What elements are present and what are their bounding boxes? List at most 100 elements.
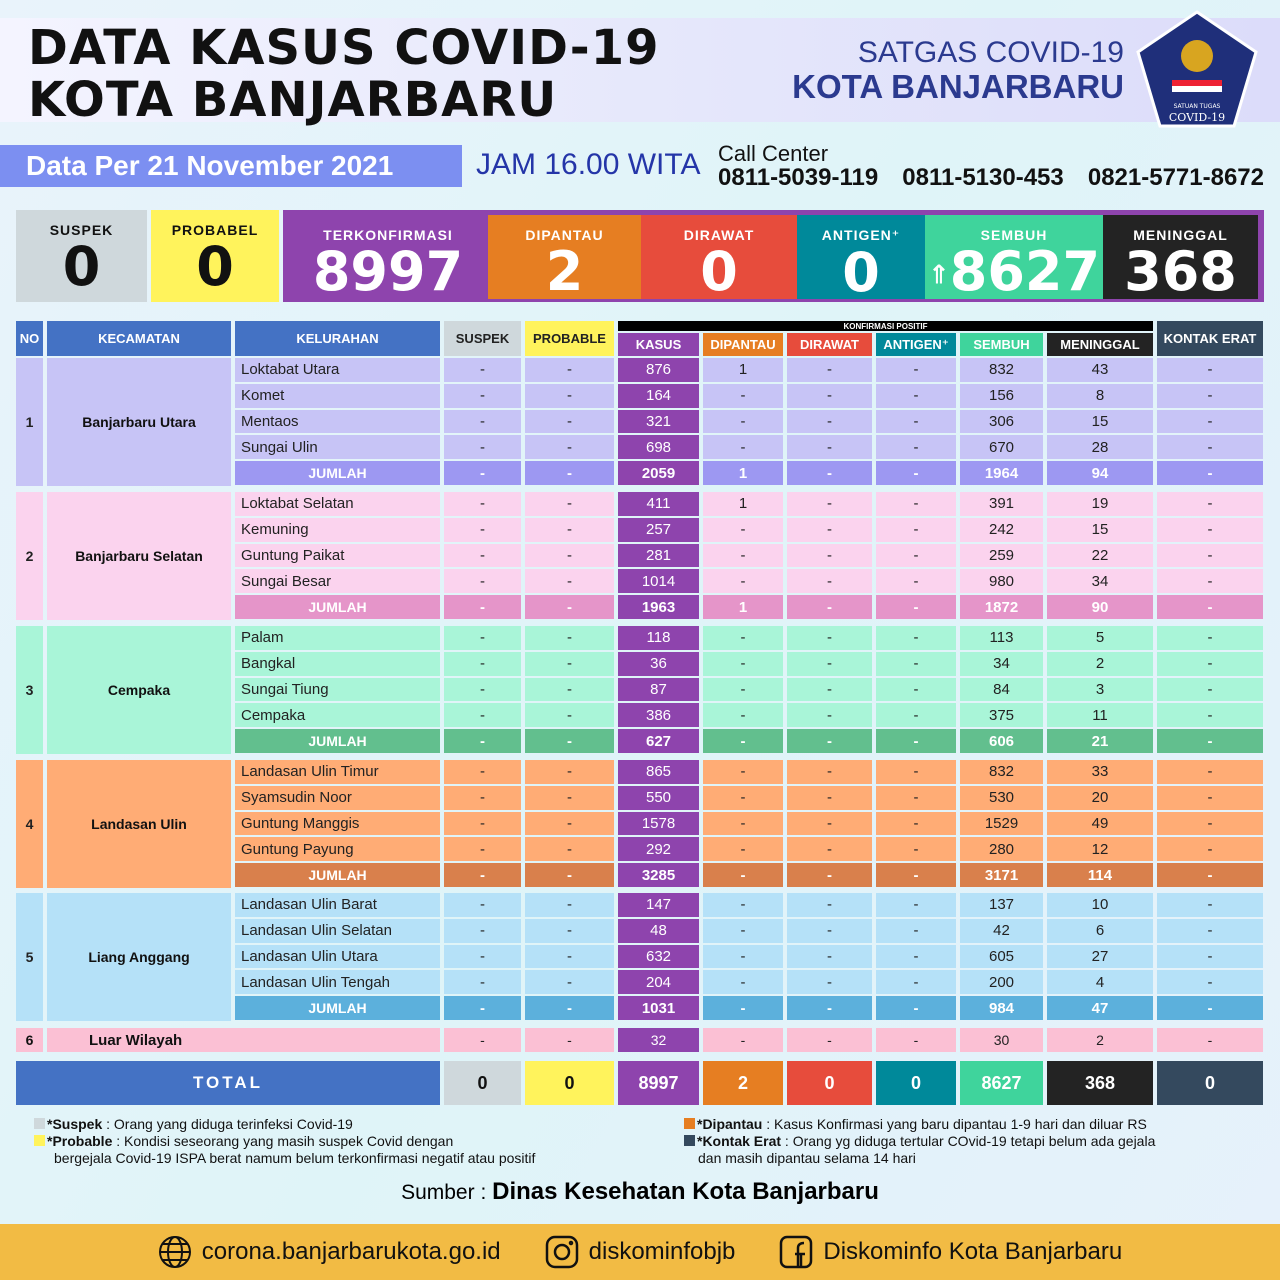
jumlah-label: JUMLAH <box>235 729 440 753</box>
kelurahan-name: Cempaka <box>235 703 440 728</box>
table-cell: 8 <box>1047 383 1153 408</box>
legend-def: : Orang yang diduga terinfeksi Covid-19 <box>106 1116 353 1132</box>
table-cell: - <box>444 651 521 676</box>
table-cell: 865 <box>618 760 699 784</box>
call-center-label: Call Center <box>718 141 829 166</box>
table-cell: - <box>444 358 521 382</box>
table-cell: - <box>787 760 872 784</box>
table-cell: - <box>525 358 614 382</box>
konfirmasi-positif-header: KONFIRMASI POSITIF <box>618 321 1153 331</box>
table-cell: - <box>525 409 614 434</box>
table-cell: 386 <box>618 703 699 728</box>
table-cell: - <box>787 651 872 676</box>
jumlah-cell: - <box>876 996 956 1020</box>
table-cell: - <box>1157 543 1263 568</box>
jumlah-cell: - <box>444 996 521 1020</box>
kelurahan-name: Sungai Besar <box>235 569 440 594</box>
table-cell: - <box>444 435 521 460</box>
table-cell: 42 <box>960 918 1043 943</box>
table-cell: - <box>444 1028 521 1052</box>
website-link[interactable]: corona.banjarbarukota.go.id <box>201 1238 501 1265</box>
table-cell: - <box>444 837 521 862</box>
jumlah-cell: - <box>703 729 783 753</box>
table-cell: 15 <box>1047 517 1153 542</box>
total-cell: 8627 <box>960 1061 1043 1105</box>
jumlah-cell: - <box>525 996 614 1020</box>
row-number: 1 <box>16 358 43 486</box>
table-cell: 137 <box>960 893 1043 917</box>
table-cell: - <box>703 893 783 917</box>
phone-number[interactable]: 0811-5039-119 <box>718 164 879 191</box>
table-cell: 28 <box>1047 435 1153 460</box>
jumlah-cell: 984 <box>960 996 1043 1020</box>
jumlah-cell: - <box>1157 729 1263 753</box>
table-cell: - <box>703 383 783 408</box>
table-cell: - <box>876 970 956 995</box>
summary-label: DIRAWAT <box>683 227 755 243</box>
table-cell: - <box>703 944 783 969</box>
table-cell: - <box>876 703 956 728</box>
legend-def: bergejala Covid-19 ISPA berat namum belu… <box>54 1150 536 1166</box>
summary-number: 0 <box>700 240 738 303</box>
table-cell: - <box>525 703 614 728</box>
legend-term: *Kontak Erat <box>697 1133 782 1149</box>
table-cell: - <box>525 543 614 568</box>
table-cell: - <box>525 492 614 516</box>
table-cell: - <box>787 383 872 408</box>
table-cell: - <box>787 703 872 728</box>
table-cell: - <box>444 677 521 702</box>
table-cell: 605 <box>960 944 1043 969</box>
svg-text:SATUAN TUGAS: SATUAN TUGAS <box>1174 103 1221 110</box>
jumlah-cell: - <box>703 996 783 1020</box>
table-cell: - <box>703 651 783 676</box>
table-cell: 1 <box>703 492 783 516</box>
table-cell: - <box>787 837 872 862</box>
jumlah-cell: - <box>876 729 956 753</box>
table-cell: - <box>876 626 956 650</box>
table-cell: - <box>703 626 783 650</box>
table-cell: - <box>703 785 783 810</box>
table-cell: 20 <box>1047 785 1153 810</box>
phone-number[interactable]: 0821-5771-8672 <box>1087 164 1264 191</box>
total-cell: 0 <box>787 1061 872 1105</box>
table-cell: 1578 <box>618 811 699 836</box>
instagram-link[interactable]: diskominfobjb <box>588 1238 736 1265</box>
jumlah-cell: 627 <box>618 729 699 753</box>
jumlah-cell: - <box>876 863 956 887</box>
kelurahan-name: Landasan Ulin Barat <box>235 893 440 917</box>
phone-number[interactable]: 0811-5130-453 <box>902 164 1064 191</box>
kecamatan-name: Banjarbaru Selatan <box>47 492 231 620</box>
kelurahan-name: Komet <box>235 383 440 408</box>
table-cell: - <box>787 944 872 969</box>
table-cell: - <box>525 811 614 836</box>
summary-label: SUSPEK <box>49 222 114 238</box>
table-cell: - <box>787 409 872 434</box>
summary-label: DIPANTAU <box>525 227 604 243</box>
table-cell: 2 <box>1047 651 1153 676</box>
kelurahan-name: Landasan Ulin Tengah <box>235 970 440 995</box>
table-cell: 164 <box>618 383 699 408</box>
probable-swatch <box>34 1135 45 1146</box>
kontak-swatch <box>684 1135 695 1146</box>
legend-term: *Dipantau <box>697 1116 763 1132</box>
kecamatan-name: Banjarbaru Utara <box>47 358 231 486</box>
jumlah-cell: 3171 <box>960 863 1043 887</box>
total-cell: 0 <box>876 1061 956 1105</box>
facebook-link[interactable]: Diskominfo Kota Banjarbaru <box>823 1238 1123 1265</box>
table-cell: - <box>444 409 521 434</box>
table-cell: 6 <box>1047 918 1153 943</box>
kecamatan-name: Liang Anggang <box>47 893 231 1021</box>
jumlah-cell: 1964 <box>960 461 1043 485</box>
suspek-swatch <box>34 1118 45 1129</box>
total-label: TOTAL <box>16 1061 440 1105</box>
table-cell: - <box>525 1028 614 1052</box>
table-cell: 32 <box>618 1028 699 1052</box>
jumlah-cell: - <box>703 863 783 887</box>
table-cell: - <box>525 837 614 862</box>
column-header-suspek: SUSPEK <box>444 321 521 356</box>
title-line-2: KOTA BANJARBARU <box>28 72 558 128</box>
jumlah-cell: - <box>787 729 872 753</box>
table-cell: - <box>525 569 614 594</box>
table-cell: 281 <box>618 543 699 568</box>
table-cell: - <box>444 944 521 969</box>
